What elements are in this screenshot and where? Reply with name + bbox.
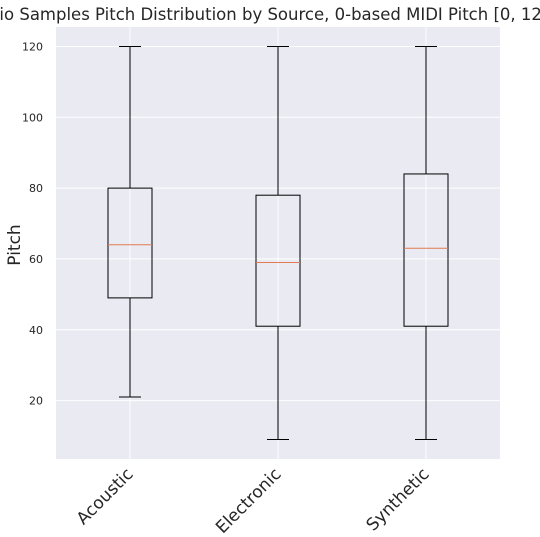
x-tick-label: Synthetic: [363, 464, 434, 535]
y-tick-label: 60: [29, 253, 43, 266]
box-acoustic: [107, 45, 153, 398]
y-tick-label: 80: [29, 182, 43, 195]
iqr-box: [107, 187, 153, 299]
y-tick-label: 100: [22, 111, 43, 124]
boxes-group: [107, 45, 449, 441]
y-tick-label: 40: [29, 324, 43, 337]
x-tick-label: Acoustic: [73, 464, 138, 529]
box-synthetic: [403, 45, 449, 441]
y-tick-label: 120: [22, 40, 43, 53]
chart-title: Audio Samples Pitch Distribution by Sour…: [0, 5, 540, 24]
y-axis-ticks: 20 40 60 80 100 120: [22, 40, 43, 407]
x-axis-ticks: Acoustic Electronic Synthetic: [73, 464, 434, 537]
y-tick-label: 20: [29, 395, 43, 408]
y-axis-label: Pitch: [5, 224, 25, 265]
x-tick-label: Electronic: [212, 464, 285, 537]
iqr-box: [255, 194, 301, 327]
iqr-box: [403, 173, 449, 327]
box-electronic: [255, 45, 301, 441]
